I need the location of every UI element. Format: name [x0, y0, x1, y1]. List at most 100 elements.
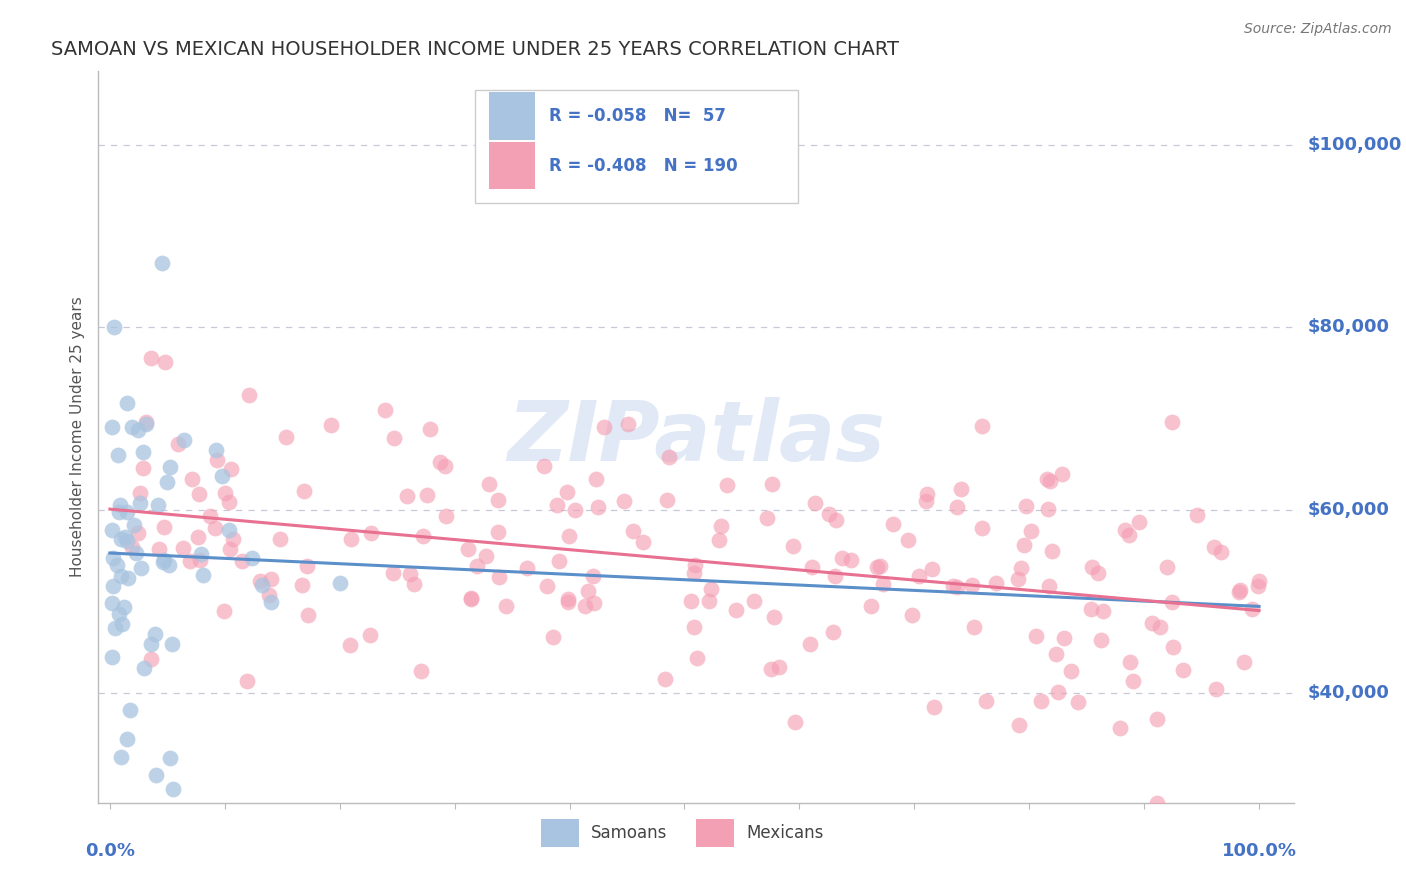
Point — [515, 561, 537, 575]
Point — [167, 437, 190, 451]
Point — [831, 550, 853, 565]
Point — [110, 750, 132, 764]
Point — [1081, 560, 1104, 574]
Point — [188, 486, 211, 500]
Point — [1171, 663, 1194, 677]
Point — [593, 420, 616, 434]
Point — [1038, 578, 1060, 592]
Point — [101, 579, 124, 593]
Point — [132, 461, 155, 475]
Point — [222, 533, 245, 547]
Point — [124, 546, 146, 560]
Point — [124, 517, 146, 532]
Point — [297, 608, 319, 623]
Point — [700, 582, 723, 597]
Point — [1232, 655, 1254, 669]
Point — [127, 423, 149, 437]
Point — [478, 476, 501, 491]
Point — [412, 529, 434, 543]
Point — [179, 554, 201, 568]
Point — [108, 505, 131, 519]
Point — [162, 637, 184, 651]
Point — [218, 495, 240, 509]
Point — [101, 419, 124, 434]
Point — [1118, 528, 1140, 542]
Point — [488, 570, 510, 584]
Point — [295, 558, 318, 573]
Point — [960, 578, 983, 592]
Point — [101, 596, 124, 610]
Point — [1021, 524, 1043, 538]
Point — [139, 637, 162, 651]
Point — [683, 558, 706, 573]
Point — [236, 674, 259, 689]
Point — [460, 591, 482, 606]
Point — [112, 600, 135, 615]
Point — [1050, 467, 1073, 481]
Point — [804, 496, 827, 510]
FancyBboxPatch shape — [489, 142, 534, 189]
Point — [134, 661, 156, 675]
Point — [218, 524, 240, 538]
Point — [682, 620, 704, 634]
Y-axis label: Householder Income Under 25 years: Householder Income Under 25 years — [70, 297, 86, 577]
Point — [139, 351, 162, 365]
Point — [613, 494, 636, 508]
Point — [557, 595, 579, 609]
Point — [922, 699, 945, 714]
Point — [681, 594, 703, 608]
Point — [360, 526, 382, 541]
Point — [460, 592, 482, 607]
Point — [582, 596, 605, 610]
Point — [1146, 712, 1168, 726]
Point — [761, 661, 783, 675]
Point — [172, 541, 194, 556]
Point — [260, 572, 283, 586]
Point — [114, 530, 136, 544]
Point — [153, 553, 176, 567]
Point — [946, 580, 969, 594]
Point — [190, 547, 212, 561]
Point — [839, 553, 862, 567]
Point — [1036, 472, 1059, 486]
Point — [783, 715, 806, 730]
Point — [1229, 582, 1251, 597]
Point — [872, 576, 894, 591]
Point — [821, 625, 844, 640]
Point — [433, 458, 456, 473]
Point — [1040, 543, 1063, 558]
Point — [1045, 648, 1067, 662]
Point — [128, 496, 150, 510]
Point — [104, 621, 127, 635]
Point — [110, 498, 132, 512]
Point — [260, 594, 283, 608]
Point — [546, 498, 568, 512]
Point — [152, 520, 174, 534]
Text: $60,000: $60,000 — [1308, 501, 1389, 519]
Point — [631, 535, 654, 549]
Point — [617, 417, 640, 431]
Point — [115, 505, 138, 519]
Point — [548, 554, 571, 568]
FancyBboxPatch shape — [696, 819, 734, 847]
Point — [495, 599, 517, 613]
Point — [415, 488, 437, 502]
Point — [339, 533, 361, 547]
Point — [1247, 579, 1270, 593]
Point — [974, 694, 997, 708]
Point — [101, 649, 124, 664]
Point — [762, 610, 785, 624]
Text: Mexicans: Mexicans — [747, 824, 824, 842]
Point — [724, 603, 747, 617]
Point — [970, 418, 993, 433]
Point — [181, 471, 204, 485]
Point — [1247, 574, 1270, 588]
Point — [768, 660, 790, 674]
Text: $100,000: $100,000 — [1308, 136, 1402, 153]
FancyBboxPatch shape — [541, 819, 579, 847]
Point — [402, 577, 425, 591]
Point — [434, 509, 457, 524]
FancyBboxPatch shape — [489, 92, 534, 139]
Point — [329, 576, 352, 591]
Point — [755, 511, 778, 525]
